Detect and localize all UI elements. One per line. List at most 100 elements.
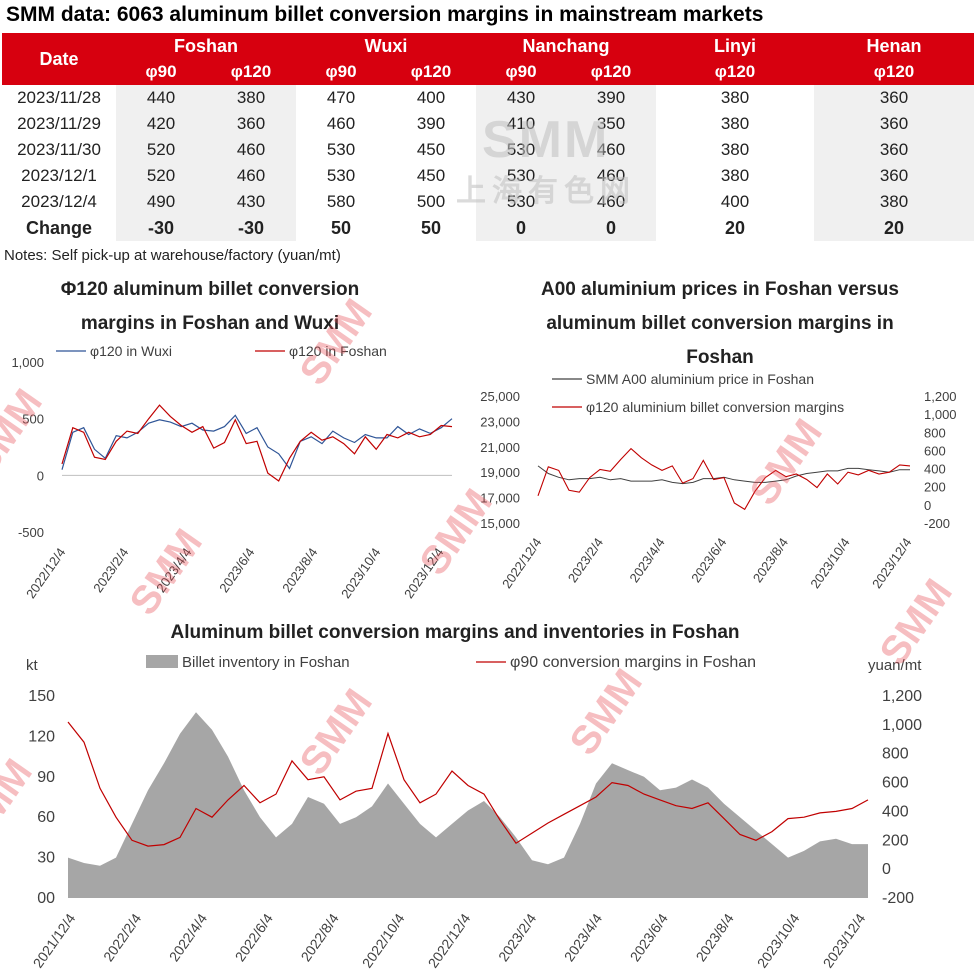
change-cell: 0 [476,215,566,241]
value-cell: 400 [720,192,750,211]
y-tick-label: 1,000 [11,355,44,370]
y-tick-label: 1,200 [924,389,957,404]
y-tick-label: 400 [882,803,909,820]
value-cell: 380 [814,189,974,215]
y-tick-label: 0 [37,468,44,483]
y-tick-label: 150 [28,688,55,705]
y-tick-label: 500 [22,412,44,427]
change-cell: 0 [566,215,656,241]
y-tick-label: -500 [18,525,44,540]
series-line-1 [537,447,911,511]
y-tick-label: 17,000 [480,491,520,506]
x-tick-label: 2023/10/4 [807,535,852,591]
y-tick-label: 0 [924,498,931,513]
market-header: Wuxi [296,33,476,59]
value-cell: 440 [116,85,206,111]
y-tick-label: 19,000 [480,465,520,480]
y-tick-label: 1,200 [882,688,922,705]
left-unit: kt [26,657,39,674]
value-cell: 360 [206,111,296,137]
table-row: 2023/11/30 520 460 530 450 530 460 380 360 [2,137,974,163]
date-cell: 2023/12/1 [21,166,97,185]
sub-header: φ90 [116,59,206,85]
x-tick-label: 2023/4/4 [626,535,667,585]
value-cell: 380 [720,166,750,185]
value-cell: 360 [814,85,974,111]
y-tick-label: 0 [882,861,891,878]
table-row: 2023/11/29 420 360 460 390 410 350 380 360 [2,111,974,137]
x-tick-label: 2023/4/4 [561,910,605,964]
value-cell: 380 [720,140,750,159]
x-tick-label: 2022/10/4 [359,910,408,970]
inventory-area [68,712,868,898]
y-tick-label: 600 [924,443,946,458]
y-tick-label: 800 [882,746,909,763]
x-tick-label: 2023/8/4 [279,545,320,595]
x-tick-label: 2023/12/4 [820,910,869,970]
legend-label: φ90 conversion margins in Foshan [510,654,756,671]
legend-label: φ120 in Foshan [289,343,387,359]
value-cell: 460 [206,163,296,189]
y-tick-label: 21,000 [480,440,520,455]
date-cell: 2023/11/30 [17,140,101,159]
sub-header: φ90 [476,59,566,85]
y-tick-label: 120 [28,728,55,745]
x-tick-label: 2023/6/4 [688,535,729,585]
value-cell: 490 [116,189,206,215]
x-tick-label: 2023/2/4 [90,545,131,595]
x-tick-label: 2022/2/4 [100,910,144,964]
value-cell: 360 [814,163,974,189]
x-tick-label: 2023/8/4 [750,535,791,585]
series-line-1 [61,404,453,482]
x-tick-label: 2021/12/4 [30,910,79,970]
date-cell: 2023/11/29 [17,114,101,133]
y-tick-label: 90 [37,769,55,786]
value-cell: 460 [566,137,656,163]
value-cell: 530 [476,163,566,189]
y-tick-label: 600 [882,775,909,792]
right-unit: yuan/mt [868,657,922,674]
table-notes: Notes: Self pick-up at warehouse/factory… [4,247,341,264]
value-cell: 390 [566,85,656,111]
change-label: Change [25,217,92,238]
date-header: Date [2,33,116,85]
market-header: Foshan [116,33,296,59]
change-cell: -30 [116,215,206,241]
sub-header: φ120 [656,59,814,85]
chart3: kt yuan/mt 150 120 90 60 30 00 1,200 1,000 800 600 4… [26,654,922,971]
value-cell: 360 [814,137,974,163]
y-tick-label: 200 [882,832,909,849]
sub-header: φ90 [296,59,386,85]
legend-label: Billet inventory in Foshan [182,654,350,671]
x-tick-label: 2022/4/4 [166,910,210,964]
value-cell: 530 [326,166,356,185]
x-tick-label: 2022/8/4 [297,910,341,964]
change-cell: 20 [724,217,746,238]
value-cell: 430 [206,189,296,215]
value-cell: 530 [476,137,566,163]
x-tick-label: 2023/6/4 [216,545,257,595]
legend-label: φ120 in Wuxi [90,343,172,359]
value-cell: 460 [566,189,656,215]
x-tick-label: 2022/12/4 [425,910,474,970]
x-tick-label: 2023/12/4 [869,535,914,591]
y-tick-label: -200 [882,890,914,907]
value-cell: 400 [416,88,446,107]
value-cell: 420 [116,111,206,137]
market-header: Linyi [656,33,814,59]
change-cell: 50 [330,217,352,238]
x-tick-label: 2023/10/4 [338,545,383,601]
legend-label: SMM A00 aluminium price in Foshan [586,371,814,387]
value-cell: 460 [326,114,356,133]
date-cell: 2023/12/4 [21,192,97,211]
watermark-logo: 上海有色网 [456,175,636,208]
sub-header: φ120 [566,59,656,85]
chart2-title: A00 aluminium prices in Foshan versus al… [541,279,899,368]
table-row: 2023/12/4 490 430 580 500 530 460 400 380 [2,189,974,215]
y-tick-label: 15,000 [480,516,520,531]
change-cell: 50 [420,217,442,238]
value-cell: 520 [116,163,206,189]
value-cell: 450 [416,166,446,185]
margins-table: Date Foshan Wuxi Nanchang Linyi Henan φ9… [2,33,974,241]
change-cell: 20 [814,215,974,241]
